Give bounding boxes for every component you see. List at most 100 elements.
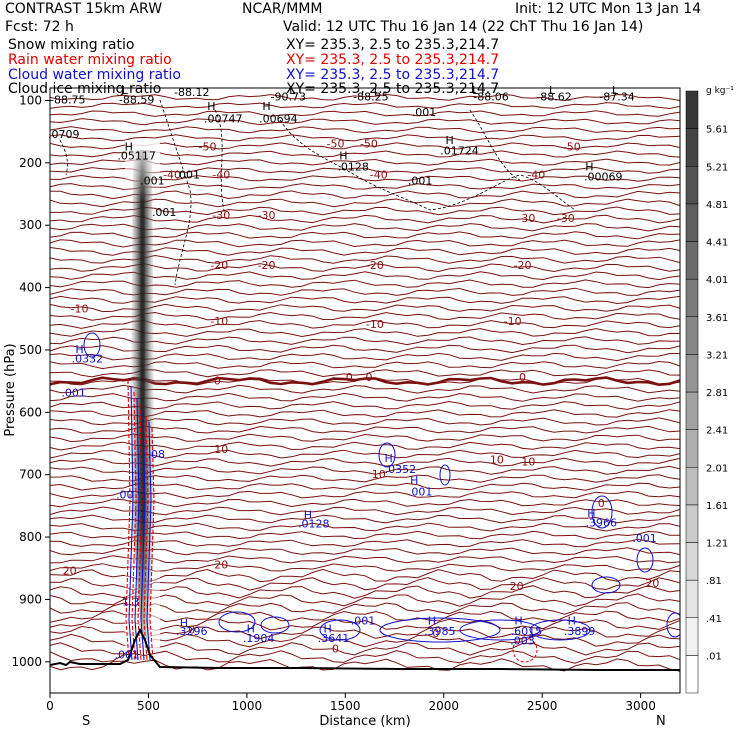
terrain-surface-line (50, 627, 680, 671)
isotherm-label-13: -20 (258, 259, 276, 272)
colorbar-swatch-2 (685, 579, 699, 618)
model-title: CONTRAST 15km ARW (5, 1, 163, 17)
colorbar-swatch-8 (685, 354, 699, 393)
y-axis-ticks: 100 200 300 400 500 600 700 800 900 1000 (11, 93, 50, 669)
cloud-water-contour-2 (591, 495, 613, 529)
convective-column-line-2 (131, 391, 137, 661)
isotherm-label-33: 0 (332, 642, 339, 655)
extrema-label-21: .05117 (117, 150, 156, 163)
convective-column-line-5 (140, 409, 146, 661)
cloud-water-contour-5 (260, 616, 290, 634)
isotherm-label-9: -30 (258, 209, 276, 222)
isotherm-label-34: 0 (432, 627, 439, 640)
cloud-ice-contour-3 (469, 109, 521, 181)
extrema-label-59: .3899 (564, 625, 596, 638)
legend-cloudice-label: Cloud ice mixing ratio (8, 81, 162, 97)
isotherm-label-11: -30 (557, 212, 575, 225)
colorbar-label-8: 3.21 (706, 350, 728, 361)
isotherm-label-35: 0 (598, 497, 605, 510)
extrema-label-11: -88.06 (473, 90, 508, 103)
isotherm-label-10: -30 (517, 212, 535, 225)
extrema-label-24: H (339, 150, 347, 163)
extrema-label-37: H (384, 452, 392, 465)
x-tick-label-0: 0 (46, 699, 54, 713)
extrema-label-47: .3296 (176, 625, 208, 638)
colorbar-label-3: 1.21 (706, 539, 728, 550)
isotherm-line-0 (50, 93, 680, 102)
x-axis-right-end-label: N (656, 714, 666, 729)
init-time: Init: 12 UTC Mon 13 Jan 14 (515, 1, 702, 17)
isotherm-label-29: 20 (214, 558, 228, 571)
extrema-label-51: .3641 (318, 632, 350, 645)
extrema-label-29: .001 (176, 168, 201, 181)
extrema-label-4: L (612, 84, 619, 97)
cloud-water-contour-10 (666, 612, 680, 638)
isotherm-line-2 (50, 110, 680, 117)
extrema-label-50: H (323, 623, 331, 636)
extrema-label-44: .3966 (586, 516, 618, 529)
colorbar-label-6: 2.41 (706, 426, 728, 437)
isotherm-line-3 (50, 118, 680, 126)
extrema-label-41: H (304, 508, 312, 521)
isotherm-label-15: -20 (514, 259, 532, 272)
colorbar-swatch-15 (685, 90, 699, 129)
isotherm-label-27: 10 (521, 455, 535, 468)
y-tick-label-8: 900 (19, 592, 42, 606)
extrema-label-38: .0352 (385, 463, 417, 476)
extrema-label-39: H (410, 474, 418, 487)
convective-column-line-1 (128, 385, 134, 661)
isotherm-label-7: -40 (527, 168, 545, 181)
cloud-water-contour-12 (636, 547, 654, 573)
extrema-label-22: H (446, 134, 454, 147)
isotherm-label-25: 10 (372, 468, 386, 481)
contour-labels: -50 -50 -50 -50 -40 -40 -40 -40 -30 -30 -30 -30 -20 -… (48, 84, 659, 661)
colorbar-swatch-6 (685, 429, 699, 468)
legend-rain-label: Rain water mixing ratio (8, 52, 172, 68)
isotherm-label-0: -50 (199, 140, 217, 153)
isotherm-label-5: -40 (212, 168, 230, 181)
extrema-label-57: .003 (510, 634, 535, 647)
colorbar-swatch-12 (685, 203, 699, 242)
colorbar-swatch-13 (685, 166, 699, 205)
colorbar-swatch-9 (685, 316, 699, 355)
isotherm-label-20: 0 (214, 374, 221, 387)
extrema-label-33: .0332 (72, 352, 104, 365)
legend-cloudice-xy: XY= 235.3, 2.5 to 235.3,214.7 (286, 81, 500, 97)
extrema-label-14: H (207, 100, 215, 113)
extrema-label-7: -88.59 (119, 94, 154, 107)
x-tick-label-5: 2500 (527, 699, 558, 713)
colorbar-swatch-4 (685, 504, 699, 543)
y-tick-label-7: 800 (19, 530, 42, 544)
extrema-label-53: H (428, 614, 436, 627)
colorbar-label-11: 4.41 (706, 238, 728, 249)
extrema-label-46: H (180, 616, 188, 629)
isotherm-line-1 (50, 102, 680, 110)
isotherm-line-4 (50, 126, 680, 134)
isotherm-label-28: 20 (63, 564, 77, 577)
y-tick-label-5: 600 (19, 405, 42, 419)
colorbar-label-14: 5.61 (706, 125, 728, 136)
extrema-label-19: .0709 (48, 128, 80, 141)
cloud-ice-contour-4 (59, 139, 68, 176)
center-title: NCAR/MMM (242, 1, 323, 17)
extrema-label-55: H (514, 614, 522, 627)
legend-cloudwater-xy: XY= 235.3, 2.5 to 235.3,214.7 (286, 67, 500, 83)
cloud-water-contour-11 (439, 464, 451, 486)
y-tick-label-0: 100 (19, 93, 42, 107)
extrema-label-5: L (374, 85, 381, 98)
extrema-label-8: -88.12 (174, 86, 209, 99)
legend-cloudwater-label: Cloud water mixing ratio (8, 67, 181, 83)
x-axis-ticks: 0 500 1000 1500 2000 2500 3000 (46, 693, 656, 713)
colorbar-swatch-0 (685, 655, 699, 694)
convective-column-line-4 (137, 403, 143, 661)
extrema-label-26: H (585, 160, 593, 173)
rain-contour-0 (512, 637, 538, 663)
extrema-label-42: .0128 (298, 518, 330, 531)
cloud-water-contour-3 (591, 576, 621, 594)
colorbar-label-9: 3.61 (706, 313, 728, 324)
isotherm-label-23: 0 (519, 371, 526, 384)
cloud-ice-contour-2 (279, 119, 576, 211)
colorbar-label-13: 5.21 (706, 162, 728, 173)
legend-snow-label: Snow mixing ratio (8, 37, 135, 53)
extrema-label-60: 1.3 (122, 596, 140, 609)
